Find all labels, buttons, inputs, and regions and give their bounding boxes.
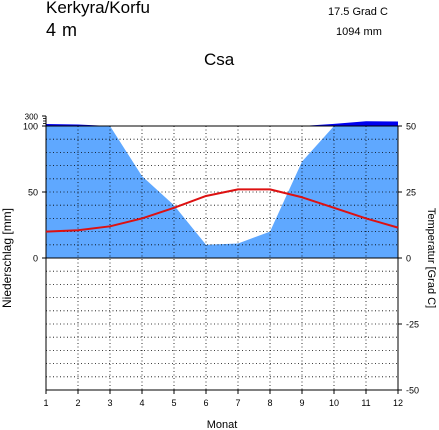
x-tick-label: 9: [299, 398, 304, 408]
right-tick-label: 25: [406, 188, 416, 198]
right-tick-label: 0: [406, 254, 411, 264]
x-tick-label: 11: [361, 398, 370, 408]
grid-layer: [46, 126, 398, 390]
annual-temperature: 17.5 Grad C: [328, 6, 388, 18]
precipitation-area: [46, 126, 398, 258]
x-tick-label: 8: [267, 398, 272, 408]
x-tick-label: 10: [329, 398, 339, 408]
precipitation-area-layer: [46, 121, 398, 258]
left-tick-label: 100: [23, 122, 38, 132]
right-tick-label: -25: [406, 320, 419, 330]
x-tick-label: 2: [75, 398, 80, 408]
x-axis-title: Monat: [207, 419, 238, 430]
climate-classification: Csa: [204, 50, 235, 69]
temperature-line-layer: [45, 188, 399, 233]
station-name: Kerkyra/Korfu: [46, 0, 150, 17]
axes-layer: [42, 115, 402, 394]
right-tick-label: -50: [406, 386, 419, 396]
x-tick-label: 6: [203, 398, 208, 408]
x-tick-label: 5: [171, 398, 176, 408]
station-elevation: 4 m: [46, 20, 78, 40]
x-tick-label: 1: [43, 398, 48, 408]
right-axis-title: Temperatur [Grad C]: [425, 208, 437, 308]
right-tick-label: 50: [406, 122, 416, 132]
left-tick-label: 300: [25, 113, 39, 122]
precipitation-excess-area: [46, 121, 398, 126]
left-tick-label: 0: [33, 254, 38, 264]
annual-precipitation: 1094 mm: [336, 26, 382, 38]
left-axis-title: Niederschlag [mm]: [0, 208, 14, 308]
temperature-line: [45, 188, 399, 233]
x-tick-label: 12: [393, 398, 403, 408]
x-tick-label: 7: [235, 398, 240, 408]
left-tick-label: 50: [28, 188, 38, 198]
x-tick-label: 3: [107, 398, 112, 408]
x-tick-label: 4: [139, 398, 144, 408]
